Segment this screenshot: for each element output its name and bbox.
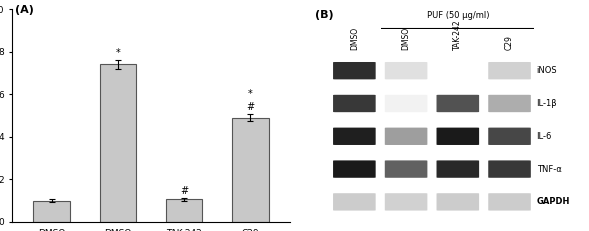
FancyBboxPatch shape [333, 62, 376, 79]
FancyBboxPatch shape [385, 128, 428, 145]
FancyBboxPatch shape [436, 128, 479, 145]
Text: DMSO: DMSO [402, 27, 411, 50]
Text: *: * [115, 48, 120, 58]
FancyBboxPatch shape [436, 95, 479, 112]
Text: iNOS: iNOS [537, 66, 557, 75]
Text: GAPDH: GAPDH [537, 198, 570, 206]
Text: (A): (A) [15, 5, 34, 15]
FancyBboxPatch shape [436, 160, 479, 178]
Text: DMSO: DMSO [350, 27, 359, 50]
FancyBboxPatch shape [333, 160, 376, 178]
FancyBboxPatch shape [385, 193, 428, 211]
FancyBboxPatch shape [488, 95, 531, 112]
FancyBboxPatch shape [436, 193, 479, 211]
Text: #: # [246, 102, 254, 112]
Text: TAK-242: TAK-242 [454, 20, 462, 50]
Text: TNF-α: TNF-α [537, 165, 561, 173]
Bar [166, 199, 203, 222]
Bar [232, 118, 269, 222]
Text: C29: C29 [505, 36, 514, 50]
FancyBboxPatch shape [333, 193, 376, 211]
FancyBboxPatch shape [488, 62, 531, 79]
Text: PUF (50 μg/ml): PUF (50 μg/ml) [426, 11, 489, 20]
FancyBboxPatch shape [333, 128, 376, 145]
FancyBboxPatch shape [385, 160, 428, 178]
FancyBboxPatch shape [385, 95, 428, 112]
Text: (B): (B) [315, 10, 333, 20]
FancyBboxPatch shape [488, 193, 531, 211]
FancyBboxPatch shape [488, 128, 531, 145]
FancyBboxPatch shape [385, 62, 428, 79]
Text: #: # [180, 186, 188, 196]
Text: *: * [248, 89, 253, 99]
Bar [100, 64, 136, 222]
FancyBboxPatch shape [333, 95, 376, 112]
FancyBboxPatch shape [488, 160, 531, 178]
Bar [34, 201, 70, 222]
Text: IL-6: IL-6 [537, 132, 552, 141]
Text: IL-1β: IL-1β [537, 99, 557, 108]
